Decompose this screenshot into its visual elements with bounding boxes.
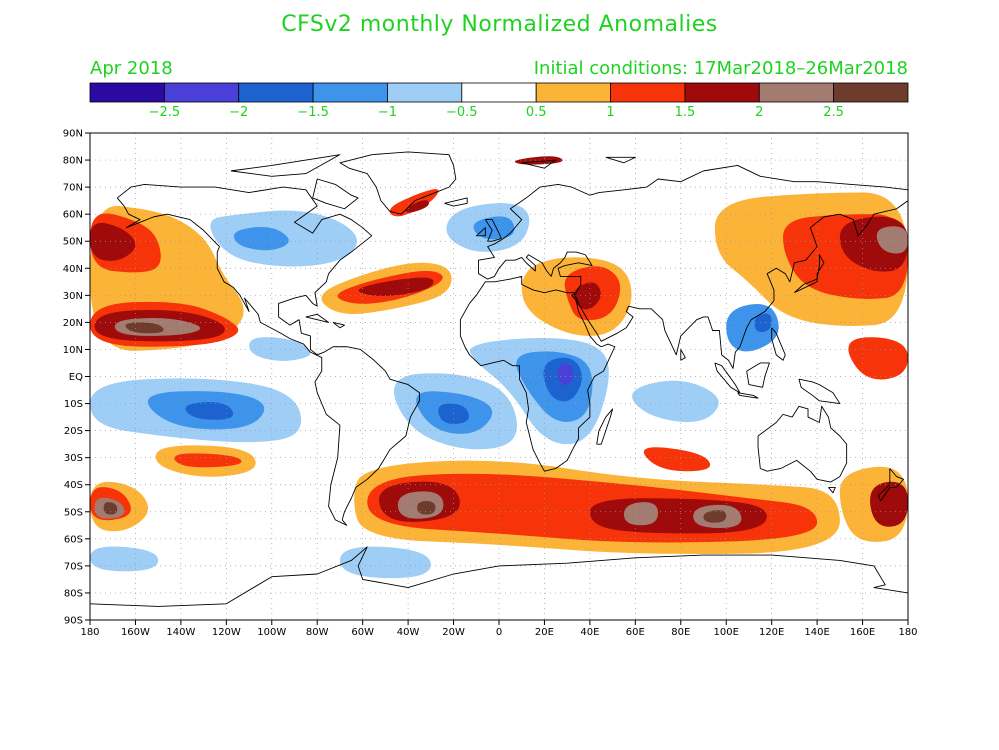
anomaly-region-greenland-warm bbox=[405, 200, 429, 213]
anomaly-fields bbox=[90, 156, 908, 579]
lon-tick-label: 0 bbox=[496, 627, 502, 638]
lon-tick-label: 40W bbox=[397, 627, 420, 638]
lat-tick-label: 40N bbox=[63, 264, 83, 275]
anomaly-region-southern-ocean-warm bbox=[623, 502, 659, 526]
anomaly-region-se-asia-cool bbox=[754, 313, 772, 333]
lon-tick-label: 80W bbox=[306, 627, 329, 638]
lat-tick-label: 50S bbox=[64, 507, 83, 518]
anomaly-region-w-pacific-warm bbox=[848, 337, 908, 380]
colorbar-tick-label: −2 bbox=[229, 105, 248, 120]
anomaly-region-southern-ocean-warm bbox=[417, 500, 436, 515]
lat-tick-label: 90S bbox=[64, 616, 83, 627]
lon-tick-label: 100W bbox=[257, 627, 286, 638]
anomaly-region-e-pacific-cool bbox=[249, 337, 311, 361]
lon-tick-label: 160W bbox=[121, 627, 150, 638]
anomaly-region-n-america-cool bbox=[233, 227, 289, 251]
lon-tick-label: 160E bbox=[850, 627, 875, 638]
lat-tick-label: 80S bbox=[64, 588, 83, 599]
lat-tick-label: 60N bbox=[63, 210, 83, 221]
lon-tick-label: 20W bbox=[442, 627, 465, 638]
lat-tick-label: 10N bbox=[63, 345, 83, 356]
lon-tick-label: 180 bbox=[80, 627, 99, 638]
lat-tick-label: 20S bbox=[64, 426, 83, 437]
lat-tick-label: EQ bbox=[69, 372, 83, 383]
anomaly-region-southern-ocean-warm bbox=[703, 510, 727, 523]
anomaly-region-antarctic-cool bbox=[339, 546, 431, 579]
lat-tick-label: 50N bbox=[63, 237, 83, 248]
lat-tick-label: 10S bbox=[64, 399, 83, 410]
colorbar-tick-label: 2 bbox=[755, 105, 763, 120]
colorbar-bin-10 bbox=[833, 82, 909, 103]
lon-tick-label: 140W bbox=[166, 627, 195, 638]
coastlines bbox=[90, 151, 908, 607]
anomaly-region-se-asia-cool bbox=[726, 304, 779, 352]
initial-conditions-label: Initial conditions: 17Mar2018–26Mar2018 bbox=[533, 58, 908, 79]
colorbar-tick-label: 1.5 bbox=[675, 105, 696, 120]
lon-tick-label: 80E bbox=[671, 627, 690, 638]
graticule bbox=[90, 133, 908, 620]
anomaly-region-trop-pacific-warm bbox=[125, 322, 164, 334]
anomaly-region-mideast-warm bbox=[573, 282, 601, 310]
map-title: CFSv2 monthly Normalized Anomalies bbox=[281, 12, 718, 37]
anomaly-region-se-pacific-cool bbox=[185, 402, 234, 420]
lat-tick-label: 90N bbox=[63, 129, 83, 140]
lat-tick-label: 60S bbox=[64, 534, 83, 545]
anomaly-region-indian-cool bbox=[632, 380, 719, 423]
lat-tick-label: 30N bbox=[63, 291, 83, 302]
colorbar-tick-label: −0.5 bbox=[446, 105, 478, 120]
lon-tick-label: 20E bbox=[535, 627, 554, 638]
lat-tick-label: 40S bbox=[64, 480, 83, 491]
colorbar-tick-label: 1 bbox=[606, 105, 614, 120]
colorbar-tick-label: −2.5 bbox=[149, 105, 181, 120]
lon-tick-label: 60W bbox=[351, 627, 374, 638]
lon-tick-label: 180 bbox=[898, 627, 917, 638]
colorbar-tick-label: 0.5 bbox=[526, 105, 547, 120]
anomaly-region-sw-pacific-warm bbox=[870, 481, 908, 527]
lat-tick-label: 70N bbox=[63, 183, 83, 194]
lon-tick-label: 120E bbox=[759, 627, 784, 638]
anomaly-region-greenland-warm bbox=[389, 189, 439, 217]
lat-tick-label: 70S bbox=[64, 561, 83, 572]
anomaly-region-nw-pacific-warm bbox=[876, 226, 908, 254]
lon-tick-label: 100E bbox=[714, 627, 739, 638]
colorbar: −2.5 −2 −1.5 −1 −0.5 0.5 1 1.5 2 2.5 bbox=[89, 82, 909, 120]
lat-tick-label: 30S bbox=[64, 453, 83, 464]
lon-tick-label: 60E bbox=[626, 627, 645, 638]
anomaly-region-s-pacific-warm bbox=[174, 453, 242, 468]
anomaly-region-antarctic-cool bbox=[90, 546, 159, 572]
anomaly-region-indian-warm bbox=[643, 447, 711, 472]
anomaly-region-nw-europe-cool bbox=[473, 216, 515, 240]
lat-tick-label: 20N bbox=[63, 318, 83, 329]
colorbar-tick-label: −1 bbox=[378, 105, 397, 120]
anomaly-region-africa-cool bbox=[557, 364, 574, 386]
valid-month-label: Apr 2018 bbox=[90, 58, 173, 79]
lat-tick-label: 80N bbox=[63, 156, 83, 167]
anomaly-region-n-atlantic-warm bbox=[358, 277, 434, 297]
lon-tick-label: 40E bbox=[580, 627, 599, 638]
anomaly-region-ne-pacific-warm bbox=[90, 222, 136, 261]
lon-tick-label: 120W bbox=[212, 627, 241, 638]
anomaly-region-so-pacific-warm bbox=[103, 502, 118, 515]
colorbar-tick-label: 2.5 bbox=[823, 105, 844, 120]
colorbar-tick-label: −1.5 bbox=[297, 105, 329, 120]
lon-tick-label: 140E bbox=[804, 627, 829, 638]
